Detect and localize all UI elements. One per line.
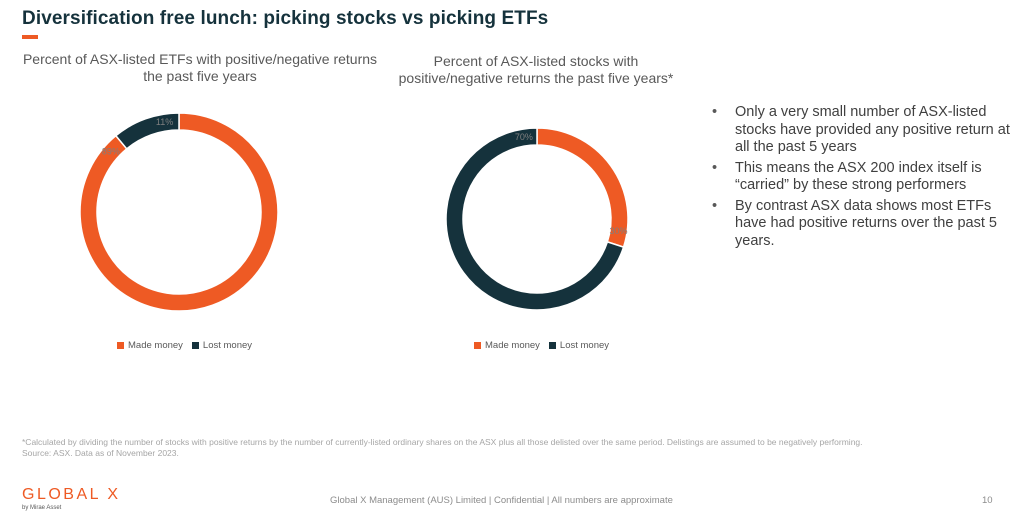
source-text: Source: ASX. Data as of November 2023. (22, 448, 179, 458)
bullet-item: • This means the ASX 200 index itself is … (710, 160, 1010, 195)
data-label-made-money: 30% (610, 226, 628, 236)
etf-donut-chart: 89% 11% (79, 112, 279, 312)
title-accent-bar (22, 35, 38, 39)
donut-slice-made-money (79, 112, 279, 312)
legend-swatch-made-money (474, 342, 481, 349)
donut-slice-lost-money (114, 112, 180, 150)
bullet-dot: • (712, 197, 718, 214)
logo-subtitle: by Mirae Asset (22, 505, 62, 511)
confidential-notice: Global X Management (AUS) Limited | Conf… (330, 495, 673, 506)
legend-item-made-money: Made money (474, 340, 540, 351)
etf-chart-legend: Made money Lost money (117, 340, 261, 351)
legend-swatch-made-money (117, 342, 124, 349)
bullet-item: • Only a very small number of ASX-listed … (710, 104, 1010, 157)
legend-label-lost-money: Lost money (202, 340, 253, 351)
stocks-chart-legend: Made money Lost money (474, 340, 618, 351)
stocks-chart-title: Percent of ASX-listed stocks with positi… (398, 53, 674, 86)
bullet-dot: • (712, 104, 718, 120)
footnote: *Calculated by dividing the number of st… (22, 437, 982, 459)
bullet-dot: • (712, 159, 718, 176)
page-number: 10 (982, 495, 993, 506)
etf-chart-title: Percent of ASX-listed ETFs with positive… (22, 51, 378, 84)
legend-swatch-lost-money (191, 342, 199, 349)
footnote-text: *Calculated by dividing the number of st… (22, 437, 863, 447)
bullet-text: This means the ASX 200 index itself is “… (735, 159, 982, 194)
legend-item-made-money: Made money (117, 340, 183, 351)
logo-wordmark: GLOBAL X (22, 486, 121, 503)
donut-slice-lost-money (445, 127, 625, 311)
legend-label-made-money: Made money (128, 340, 183, 351)
legend-label-made-money: Made money (485, 340, 540, 351)
key-points-list: • Only a very small number of ASX-listed … (710, 104, 1010, 253)
data-label-lost-money: 70% (515, 132, 533, 142)
global-x-logo: GLOBAL X by Mirae Asset (22, 486, 121, 512)
legend-swatch-lost-money (548, 342, 556, 349)
legend-label-lost-money: Lost money (559, 340, 610, 351)
stocks-donut-chart: 30% 70% (445, 127, 629, 311)
bullet-item: • By contrast ASX data shows most ETFs ha… (710, 198, 1010, 251)
data-label-lost-money: 11% (156, 117, 173, 127)
slide-title: Diversification free lunch: picking stoc… (22, 8, 549, 29)
data-label-made-money: 89% (102, 147, 120, 157)
bullet-text: Only a very small number of ASX-listed s… (735, 104, 1010, 155)
legend-item-lost-money: Lost money (191, 340, 253, 351)
bullet-text: By contrast ASX data shows most ETFs hav… (735, 197, 997, 249)
legend-item-lost-money: Lost money (548, 340, 610, 351)
